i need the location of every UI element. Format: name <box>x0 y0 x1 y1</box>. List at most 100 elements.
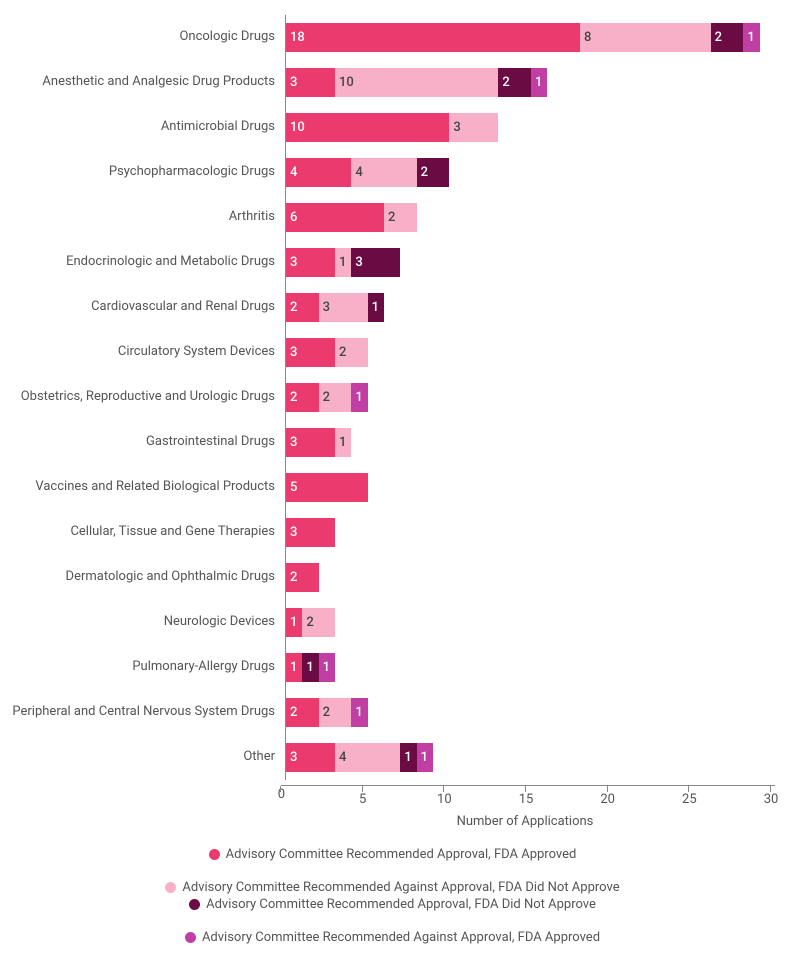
bar-segment-aa: 2 <box>286 698 319 727</box>
bar-segment-aa: 18 <box>286 23 580 52</box>
bar-segment-aa: 3 <box>286 743 335 772</box>
chart-row: Antimicrobial Drugs103 <box>10 105 775 150</box>
bar-track: 2 <box>285 555 775 600</box>
bar-track: 103 <box>285 105 775 150</box>
category-label: Endocrinologic and Metabolic Drugs <box>10 240 285 285</box>
chart-row: Cellular, Tissue and Gene Therapies3 <box>10 510 775 555</box>
bar-segment-aa: 3 <box>286 248 335 277</box>
bar-track: 221 <box>285 375 775 420</box>
chart-row: Psychopharmacologic Drugs442 <box>10 150 775 195</box>
bar-segment-aa: 3 <box>286 68 335 97</box>
stacked-bar: 221 <box>286 383 368 412</box>
category-label: Neurologic Devices <box>10 600 285 645</box>
chart-row: Anesthetic and Analgesic Drug Products31… <box>10 60 775 105</box>
legend-swatch-icon <box>209 849 220 860</box>
bar-track: 31021 <box>285 60 775 105</box>
bar-track: 313 <box>285 240 775 285</box>
bar-segment-rn: 2 <box>335 338 368 367</box>
legend-swatch-icon <box>185 932 196 943</box>
category-label: Circulatory System Devices <box>10 330 285 375</box>
bar-segment-rn: 2 <box>319 698 352 727</box>
bar-segment-rn: 2 <box>302 608 335 637</box>
chart-row: Pulmonary-Allergy Drugs111 <box>10 645 775 690</box>
bar-segment-ra: 1 <box>319 653 335 682</box>
stacked-bar: 31 <box>286 428 351 457</box>
category-label: Oncologic Drugs <box>10 15 285 60</box>
bar-segment-ra: 1 <box>531 68 547 97</box>
x-tick-label: 5 <box>359 792 366 807</box>
x-tick-label: 25 <box>682 792 697 807</box>
bar-segment-aa: 2 <box>286 563 319 592</box>
x-axis-title: Number of Applications <box>275 814 775 829</box>
chart-row: Cardiovascular and Renal Drugs231 <box>10 285 775 330</box>
bar-segment-an: 3 <box>351 248 400 277</box>
bar-track: 18821 <box>285 15 775 60</box>
stacked-bar: 3411 <box>286 743 433 772</box>
chart-row: Circulatory System Devices32 <box>10 330 775 375</box>
bar-segment-aa: 1 <box>286 653 302 682</box>
chart-row: Vaccines and Related Biological Products… <box>10 465 775 510</box>
legend-item: Advisory Committee Recommended Against A… <box>185 930 600 945</box>
bar-track: 231 <box>285 285 775 330</box>
stacked-bar-chart: Oncologic Drugs18821Anesthetic and Analg… <box>10 15 775 945</box>
legend-label: Advisory Committee Recommended Against A… <box>202 930 600 945</box>
bar-track: 221 <box>285 690 775 735</box>
bar-segment-an: 2 <box>417 158 450 187</box>
bar-segment-an: 1 <box>368 293 384 322</box>
bar-track: 62 <box>285 195 775 240</box>
stacked-bar: 12 <box>286 608 335 637</box>
chart-row: Other3411 <box>10 735 775 780</box>
category-label: Dermatologic and Ophthalmic Drugs <box>10 555 285 600</box>
bar-segment-aa: 4 <box>286 158 351 187</box>
category-label: Psychopharmacologic Drugs <box>10 150 285 195</box>
x-axis: 0 51015202530 <box>10 785 775 810</box>
bar-segment-rn: 8 <box>580 23 711 52</box>
bar-segment-an: 2 <box>711 23 744 52</box>
category-label: Cardiovascular and Renal Drugs <box>10 285 285 330</box>
x-tick-label: 10 <box>437 792 452 807</box>
bar-segment-aa: 6 <box>286 203 384 232</box>
stacked-bar: 31021 <box>286 68 547 97</box>
bar-track: 12 <box>285 600 775 645</box>
legend-item: Advisory Committee Recommended Approval,… <box>209 847 577 862</box>
legend-swatch-icon <box>165 882 176 893</box>
x-tick-label: 20 <box>600 792 615 807</box>
plot-area: Oncologic Drugs18821Anesthetic and Analg… <box>10 15 775 785</box>
chart-row: Peripheral and Central Nervous System Dr… <box>10 690 775 735</box>
legend-item: Advisory Committee Recommended Approval,… <box>189 897 596 912</box>
bar-segment-rn: 3 <box>319 293 368 322</box>
bar-segment-rn: 4 <box>335 743 400 772</box>
bar-segment-an: 2 <box>498 68 531 97</box>
bar-segment-rn: 1 <box>335 428 351 457</box>
bar-track: 5 <box>285 465 775 510</box>
chart-row: Dermatologic and Ophthalmic Drugs2 <box>10 555 775 600</box>
category-label: Pulmonary-Allergy Drugs <box>10 645 285 690</box>
stacked-bar: 111 <box>286 653 335 682</box>
bar-segment-aa: 3 <box>286 518 335 547</box>
stacked-bar: 313 <box>286 248 400 277</box>
bar-segment-rn: 2 <box>384 203 417 232</box>
bar-segment-aa: 3 <box>286 338 335 367</box>
legend-label: Advisory Committee Recommended Approval,… <box>226 847 577 862</box>
x-tick-label: 30 <box>764 792 779 807</box>
bar-segment-ra: 1 <box>351 698 367 727</box>
stacked-bar: 442 <box>286 158 449 187</box>
category-label: Other <box>10 735 285 780</box>
legend-label: Advisory Committee Recommended Approval,… <box>206 897 596 912</box>
bar-segment-aa: 2 <box>286 293 319 322</box>
bar-segment-ra: 1 <box>417 743 433 772</box>
bar-track: 3 <box>285 510 775 555</box>
bar-track: 111 <box>285 645 775 690</box>
legend-item: Advisory Committee Recommended Against A… <box>165 880 619 895</box>
category-label: Vaccines and Related Biological Products <box>10 465 285 510</box>
stacked-bar: 32 <box>286 338 368 367</box>
legend-label: Advisory Committee Recommended Against A… <box>182 880 619 895</box>
x-tick-label: 15 <box>519 792 534 807</box>
chart-row: Neurologic Devices12 <box>10 600 775 645</box>
chart-row: Endocrinologic and Metabolic Drugs313 <box>10 240 775 285</box>
bar-segment-aa: 1 <box>286 608 302 637</box>
bar-segment-ra: 1 <box>743 23 759 52</box>
chart-row: Obstetrics, Reproductive and Urologic Dr… <box>10 375 775 420</box>
bar-track: 3411 <box>285 735 775 780</box>
stacked-bar: 221 <box>286 698 368 727</box>
